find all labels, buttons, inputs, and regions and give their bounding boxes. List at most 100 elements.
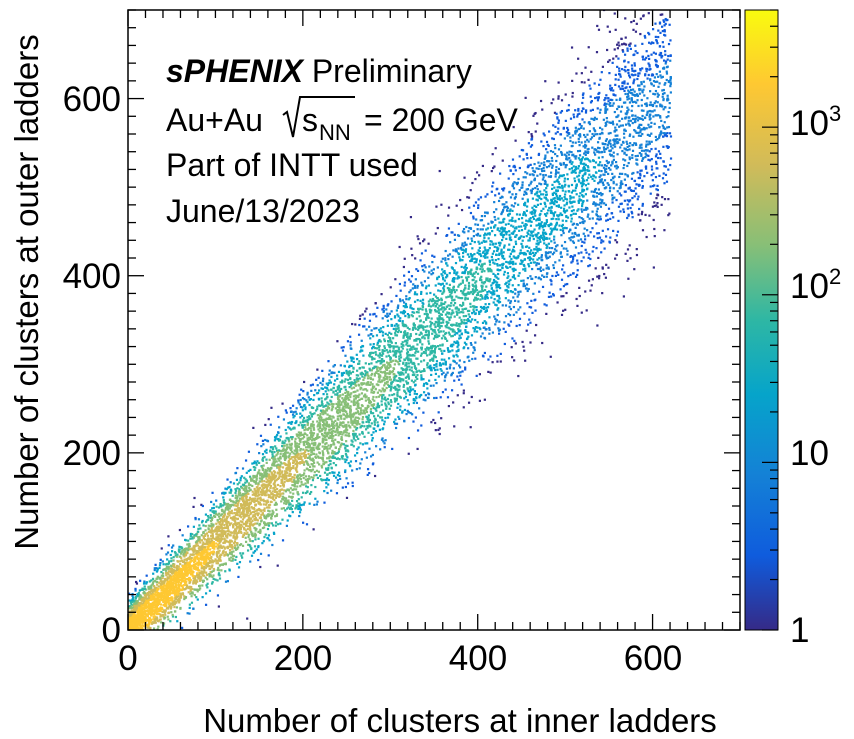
heatmap-cell xyxy=(324,412,327,415)
heatmap-cell xyxy=(441,352,444,355)
heatmap-cell xyxy=(528,318,531,321)
heatmap-cell xyxy=(197,538,200,542)
heatmap-cell xyxy=(444,376,447,379)
heatmap-cell xyxy=(385,399,388,402)
heatmap-cell xyxy=(421,343,424,346)
heatmap-cell xyxy=(561,219,564,222)
heatmap-cell xyxy=(248,486,251,490)
heatmap-cell xyxy=(467,275,470,279)
heatmap-cell xyxy=(512,125,515,129)
heatmap-cell xyxy=(338,447,341,451)
heatmap-cell xyxy=(354,432,357,436)
heatmap-cell xyxy=(292,416,295,419)
heatmap-cell xyxy=(332,425,335,428)
heatmap-cell xyxy=(497,217,500,220)
heatmap-cell xyxy=(508,238,512,241)
heatmap-cell xyxy=(436,277,439,281)
heatmap-cell xyxy=(166,585,169,589)
heatmap-cell xyxy=(325,408,328,411)
heatmap-cell xyxy=(310,415,314,418)
heatmap-cell xyxy=(210,544,213,548)
heatmap-cell xyxy=(469,272,473,276)
heatmap-cell xyxy=(178,568,181,571)
heatmap-cell xyxy=(614,257,617,260)
heatmap-cell xyxy=(414,399,417,402)
heatmap-cell xyxy=(614,126,617,129)
heatmap-cell xyxy=(405,412,408,416)
heatmap-cell xyxy=(521,221,524,224)
heatmap-cell xyxy=(516,182,519,186)
heatmap-cell xyxy=(607,97,610,100)
heatmap-cell xyxy=(330,395,333,399)
heatmap-cell xyxy=(455,289,458,292)
heatmap-cell xyxy=(228,507,231,510)
heatmap-cell xyxy=(449,363,452,366)
heatmap-cell xyxy=(438,314,441,318)
heatmap-cell xyxy=(612,93,616,97)
heatmap-cell xyxy=(468,309,471,313)
heatmap-cell xyxy=(387,354,391,357)
heatmap-cell xyxy=(482,239,485,242)
heatmap-cell xyxy=(373,312,376,316)
heatmap-cell xyxy=(491,252,494,255)
heatmap-cell xyxy=(376,402,379,405)
heatmap-cell xyxy=(634,30,638,33)
heatmap-cell xyxy=(244,478,247,481)
heatmap-cell xyxy=(574,165,578,169)
heatmap-cell xyxy=(657,29,660,32)
heatmap-cell xyxy=(661,95,664,98)
heatmap-cell xyxy=(554,147,557,150)
heatmap-cell xyxy=(248,538,251,541)
heatmap-cell xyxy=(604,170,607,173)
heatmap-cell xyxy=(370,439,374,442)
heatmap-cell xyxy=(430,309,433,312)
heatmap-cell xyxy=(628,148,631,151)
heatmap-cell xyxy=(134,597,137,600)
heatmap-cell xyxy=(328,431,331,434)
heatmap-cell xyxy=(330,375,333,379)
heatmap-cell xyxy=(422,359,426,362)
heatmap-cell xyxy=(467,291,470,294)
heatmap-cell xyxy=(406,375,409,378)
heatmap-cell xyxy=(492,181,495,184)
heatmap-cell xyxy=(646,97,649,100)
heatmap-cell xyxy=(499,196,502,200)
heatmap-cell xyxy=(398,298,402,301)
heatmap-cell xyxy=(431,304,435,307)
heatmap-cell xyxy=(365,456,368,459)
heatmap-cell xyxy=(236,495,239,498)
heatmap-cell xyxy=(149,608,153,611)
heatmap-cell xyxy=(473,257,476,260)
heatmap-cell xyxy=(428,365,431,369)
heatmap-cell xyxy=(216,543,220,546)
heatmap-cell xyxy=(345,496,349,499)
heatmap-cell xyxy=(191,587,194,591)
heatmap-cell xyxy=(178,528,182,532)
heatmap-cell xyxy=(565,209,569,212)
heatmap-cell xyxy=(550,187,554,191)
heatmap-cell xyxy=(322,460,325,463)
heatmap-cell xyxy=(386,397,389,401)
heatmap-cell xyxy=(335,457,338,461)
heatmap-cell xyxy=(438,331,441,334)
heatmap-cell xyxy=(276,483,280,487)
heatmap-cell xyxy=(190,595,193,598)
heatmap-cell xyxy=(474,201,478,204)
heatmap-cell xyxy=(509,260,512,263)
heatmap-cell xyxy=(659,152,662,155)
heatmap-cell xyxy=(272,470,276,473)
heatmap-cell xyxy=(554,261,557,264)
heatmap-cell xyxy=(156,612,159,616)
heatmap-cell xyxy=(361,416,365,419)
heatmap-cell xyxy=(646,110,649,113)
heatmap-cell xyxy=(664,127,667,130)
heatmap-cell xyxy=(485,285,488,288)
heatmap-cell xyxy=(457,276,461,279)
heatmap-cell xyxy=(602,118,605,121)
heatmap-cell xyxy=(165,567,168,570)
heatmap-cell xyxy=(209,571,212,574)
heatmap-cell xyxy=(358,398,361,402)
heatmap-cell xyxy=(533,228,536,231)
heatmap-cell xyxy=(245,471,248,474)
heatmap-cell xyxy=(157,625,160,628)
